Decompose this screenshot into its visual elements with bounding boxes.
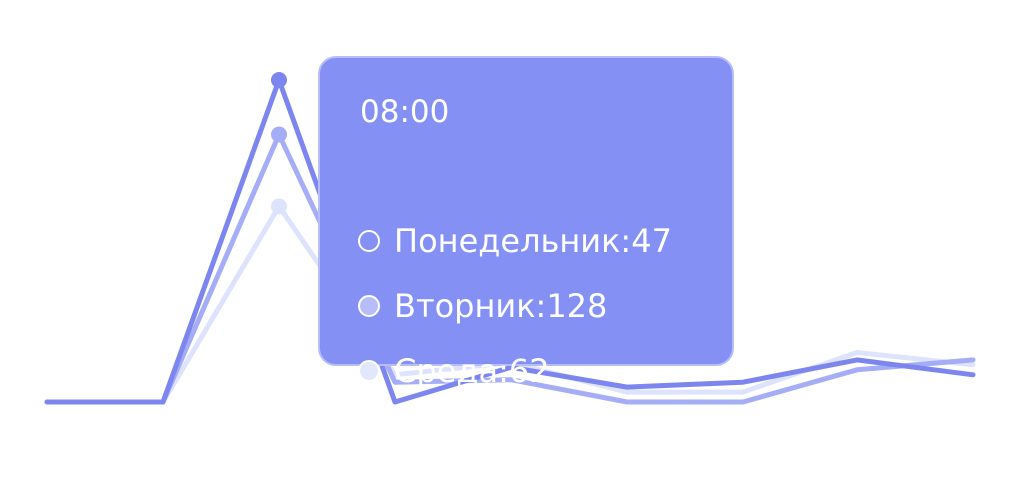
tooltip-row-wednesday: Среда: 62 [358,351,550,391]
tooltip-series-name: Понедельник [394,222,621,260]
tooltip-series-value: 62 [508,352,550,390]
tooltip-series-value: 128 [546,287,608,325]
tooltip-series-name: Среда [394,352,499,390]
chart-tooltip: 08:00 Понедельник: 47 Вторник: 128 Среда… [318,56,734,390]
tooltip-separator: : [498,352,509,390]
tooltip-time-label: 08:00 [360,94,450,130]
tooltip-row-monday: Понедельник: 47 [358,221,672,261]
highlight-point-1 [271,126,287,143]
highlight-point-0 [271,72,287,88]
tooltip-series-value: 47 [631,222,672,260]
tooltip-series-name: Вторник [394,287,536,325]
legend-marker-icon [358,360,380,382]
legend-marker-icon [358,295,380,317]
series-line-0 [44,77,976,405]
highlight-point-2 [271,198,287,215]
tooltip-row-tuesday: Вторник: 128 [358,286,607,326]
series-line-1 [44,132,976,405]
tooltip-separator: : [620,222,632,260]
tooltip-separator: : [535,287,547,325]
legend-marker-icon [358,230,380,252]
